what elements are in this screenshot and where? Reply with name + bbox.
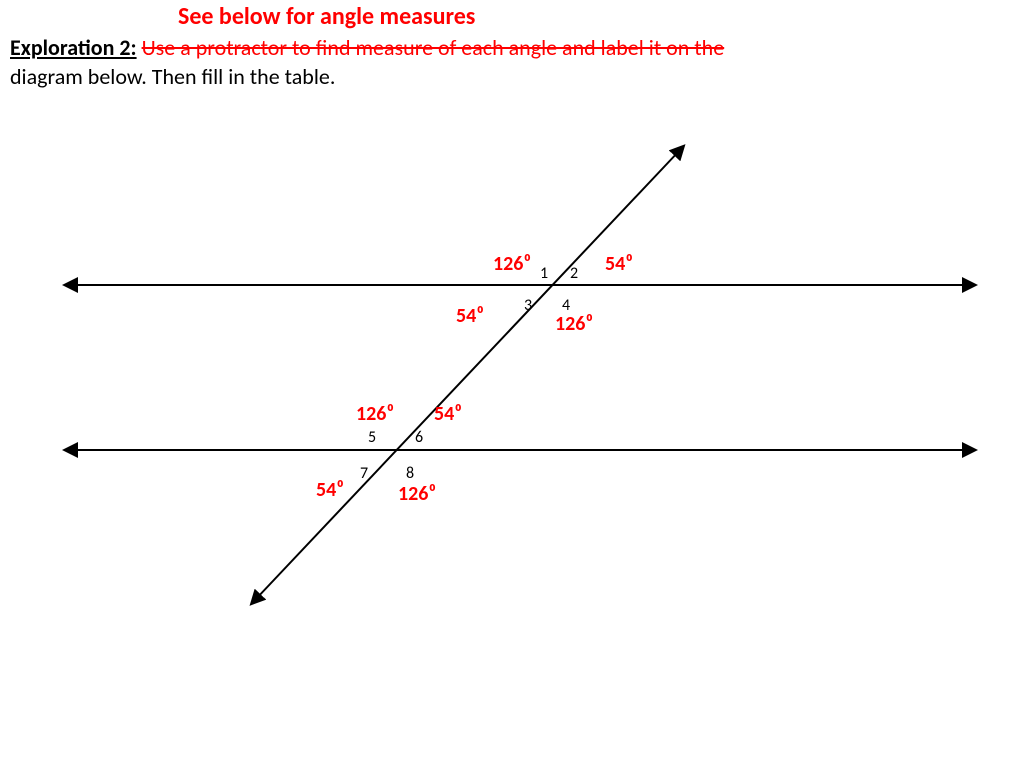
angle-num-3: 3 xyxy=(524,296,532,315)
angle-num-1: 1 xyxy=(540,264,548,283)
angle-num-7: 7 xyxy=(360,464,368,483)
exploration-label: Exploration 2: xyxy=(10,34,137,61)
instruction-line2: diagram below. Then fill in the table. xyxy=(10,63,335,90)
angle-num-5: 5 xyxy=(368,428,376,447)
angle-num-6: 6 xyxy=(415,428,423,447)
angle-num-8: 8 xyxy=(406,464,414,483)
transversal-line xyxy=(255,150,680,600)
angle-num-2: 2 xyxy=(570,264,578,283)
angle-val-4: 126⁰ xyxy=(555,312,593,336)
angle-val-6: 54⁰ xyxy=(434,402,462,426)
header-note: See below for angle measures xyxy=(178,2,475,31)
angle-val-5: 126⁰ xyxy=(356,402,394,426)
struck-instruction: Use a protractor to find measure of each… xyxy=(142,34,725,61)
angle-diagram: 1 126⁰ 2 54⁰ 3 54⁰ 4 126⁰ 5 126⁰ 6 54⁰ 7… xyxy=(0,130,1024,650)
angle-val-3: 54⁰ xyxy=(456,304,484,328)
angle-val-2: 54⁰ xyxy=(605,252,633,276)
angle-val-1: 126⁰ xyxy=(493,252,531,276)
instruction-text: Exploration 2: Use a protractor to find … xyxy=(10,34,1010,91)
angle-val-7: 54⁰ xyxy=(316,478,344,502)
angle-val-8: 126⁰ xyxy=(398,482,436,506)
